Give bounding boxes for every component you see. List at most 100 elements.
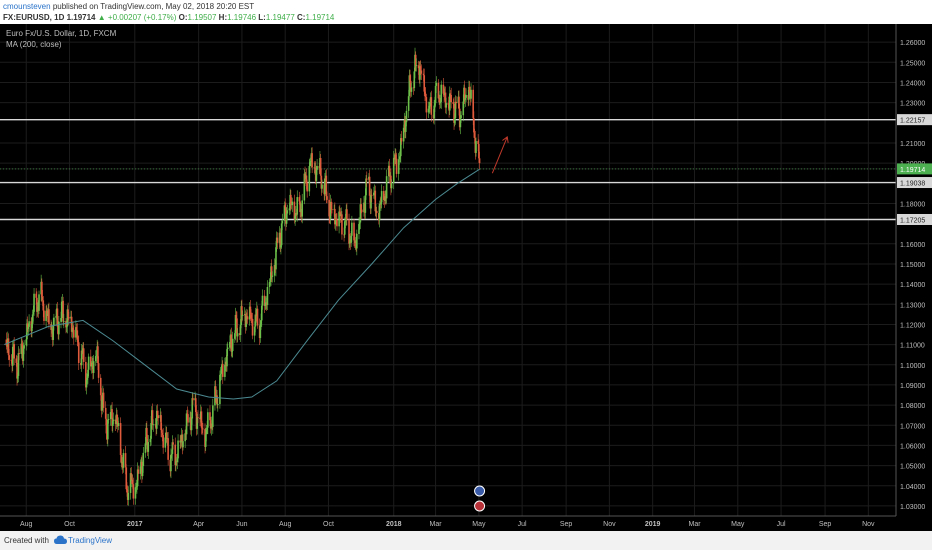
candle-up [459, 117, 462, 128]
candle-up [309, 161, 312, 163]
candle-up [378, 203, 381, 221]
candle-up [136, 469, 139, 487]
publisher-header: cmounsteven published on TradingView.com… [0, 0, 932, 24]
price-tick-label: 1.11000 [900, 343, 925, 350]
candle-up [475, 141, 477, 153]
candle-up [303, 173, 306, 201]
candle-up [296, 197, 299, 215]
time-tick-label: Oct [64, 521, 75, 528]
candle-up [135, 486, 138, 488]
candle-down [36, 297, 38, 312]
candle-down [77, 342, 80, 363]
candle-down [174, 444, 177, 466]
candle-up [380, 202, 382, 205]
price-change: +0.00207 (+0.17%) [107, 13, 177, 22]
candle-up [184, 433, 186, 442]
candle-down [305, 175, 308, 184]
candle-down [116, 414, 118, 422]
candle-up [129, 473, 132, 493]
price-axis-background [896, 24, 932, 531]
time-axis[interactable]: Aug Oct 2017 Apr Jun Aug Oct 2018 Mar May Jul Sep No… [0, 515, 896, 528]
author-link[interactable]: cmounsteven [3, 2, 51, 11]
candle-up [122, 453, 125, 468]
candle-down [449, 93, 452, 95]
event-markers[interactable] [474, 485, 486, 512]
candle-up [269, 279, 272, 283]
candle-down [187, 414, 189, 423]
candle-up [400, 138, 402, 157]
level-price-tag [897, 114, 932, 126]
candle-down [422, 73, 425, 76]
candle-up [134, 487, 137, 499]
candle-down [172, 442, 174, 445]
candle-up [428, 105, 431, 109]
candle-down [473, 132, 476, 138]
time-tick-label: Jul [777, 521, 786, 528]
arrow-shaft [491, 136, 508, 174]
candle-up [60, 301, 63, 319]
candle-down [250, 314, 252, 319]
candle-down [70, 316, 73, 332]
candle-down [221, 363, 224, 377]
candle-up [294, 216, 296, 220]
candle-up [329, 201, 332, 219]
candle-down [368, 176, 371, 196]
candle-down [72, 329, 75, 338]
candle-down [423, 75, 426, 92]
candle-down [477, 141, 479, 145]
candle-up [58, 321, 60, 335]
candle-up [152, 424, 155, 426]
candle-up [80, 350, 83, 366]
candle-down [375, 210, 378, 214]
candle-up [286, 210, 289, 214]
candle-down [167, 438, 169, 460]
candle-down [46, 310, 48, 314]
price-chart[interactable]: 1.26000 1.25000 1.24000 1.23000 1.22157 1.210… [0, 24, 932, 531]
candle-down [200, 411, 203, 428]
candle-up [45, 310, 47, 321]
candle-down [5, 339, 8, 346]
candle-up [205, 429, 208, 435]
candle-down [306, 183, 308, 192]
candle-up [33, 293, 35, 312]
candle-down [325, 175, 328, 197]
candle-down [85, 361, 87, 388]
candle-down [235, 314, 238, 319]
candle-up [206, 427, 208, 430]
price-axis[interactable]: 1.26000 1.25000 1.24000 1.23000 1.22157 1.210… [895, 24, 932, 531]
candle-up [261, 295, 264, 306]
candle-down [131, 479, 134, 485]
price-tick-label: 1.26000 [900, 40, 925, 47]
candle-up [390, 182, 393, 189]
candle-up [254, 314, 257, 327]
candle-up [111, 420, 114, 426]
candle-down [41, 296, 44, 301]
candle-up [275, 247, 277, 270]
tradingview-brand-link[interactable]: TradingView [68, 536, 113, 545]
candle-down [370, 194, 373, 196]
candle-up [139, 466, 142, 474]
candle-up [398, 156, 401, 160]
candle-down [97, 346, 99, 364]
candle-up [60, 318, 62, 322]
candle-down [478, 158, 481, 164]
candle-up [464, 97, 467, 100]
candle-down [458, 108, 461, 128]
candle-down [26, 323, 29, 329]
last-price-tag [897, 163, 932, 175]
candle-down [156, 410, 159, 416]
candle-down [360, 204, 362, 210]
forecast-arrow [491, 136, 509, 174]
candle-up [405, 110, 408, 123]
tradingview-cloud-icon[interactable] [54, 535, 67, 547]
chart-legend: Euro Fx/U.S. Dollar, 1D, FXCM MA (200, c… [6, 29, 117, 49]
time-tick-label: Nov [603, 521, 616, 528]
price-tick-label: 1.24000 [900, 80, 925, 87]
candle-up [291, 201, 294, 206]
chart-area[interactable]: 1.26000 1.25000 1.24000 1.23000 1.22157 1.210… [0, 24, 932, 531]
candle-down [424, 91, 426, 95]
candle-up [239, 325, 242, 336]
candle-up [392, 157, 395, 183]
candle-up [358, 224, 360, 234]
time-tick-label: 2018 [386, 521, 402, 528]
